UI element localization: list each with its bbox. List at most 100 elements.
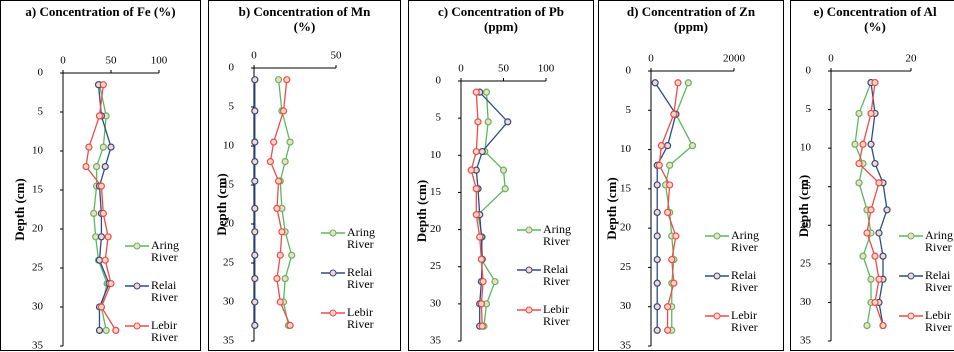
legend-label: Relai River (151, 278, 178, 304)
x-tick-label: 20 (906, 53, 918, 65)
y-tick-label: 30 (32, 301, 44, 313)
y-tick-label: 20 (800, 219, 812, 231)
point (251, 298, 259, 306)
legend-marker (133, 322, 141, 330)
point (653, 232, 661, 240)
series-line (654, 82, 677, 331)
y-tick-label: 15 (223, 179, 235, 191)
point (112, 326, 120, 334)
point (674, 79, 682, 87)
point (863, 229, 871, 237)
point (477, 255, 486, 263)
point (286, 138, 294, 146)
point (653, 279, 661, 287)
point (266, 158, 275, 166)
legend-swatch (705, 272, 729, 280)
point (286, 321, 294, 329)
point (472, 211, 480, 219)
chart-title: b) Concentration of Mn (%) (238, 4, 371, 34)
point (101, 163, 109, 171)
series-line (664, 82, 694, 331)
point (479, 277, 487, 286)
point (92, 163, 101, 171)
plot: 0 20 0 5 10 15 20 25 30 35 Depth (cm) (796, 53, 918, 347)
point (467, 166, 475, 174)
point (251, 204, 259, 212)
legend-swatch (705, 232, 729, 240)
x-tick-label: 2000 (723, 53, 746, 65)
point (851, 140, 859, 148)
point (883, 206, 891, 214)
chart-title: e) Concentration of Al (%) (813, 4, 937, 34)
y-tick-label: 25 (620, 261, 632, 273)
point (104, 233, 112, 241)
point (668, 255, 676, 264)
y-tick-label: 5 (626, 104, 632, 116)
point (474, 118, 482, 126)
point (99, 81, 107, 89)
point (281, 275, 289, 283)
point (871, 78, 879, 87)
point (251, 158, 259, 166)
y-tick-label: 35 (223, 335, 235, 347)
point (859, 140, 867, 148)
legend-label: Lebir River (347, 305, 374, 331)
point (855, 109, 863, 118)
legend-label: Lebir River (151, 318, 178, 344)
point (657, 142, 665, 150)
point (102, 326, 110, 334)
point (283, 76, 291, 84)
legend-swatch (899, 272, 923, 280)
plot: 0 2000 0 5 10 15 20 25 30 35 Depth (cm) (604, 53, 746, 351)
y-tick-label: 35 (620, 340, 632, 351)
point (663, 326, 672, 334)
y-tick-label: 10 (430, 149, 442, 161)
legend-marker (525, 266, 533, 274)
point (688, 142, 697, 150)
chart-panel: c) Concentration of Pb (ppm) 0 50 100 0 5 10 15… (408, 0, 594, 351)
legend-marker (525, 306, 533, 314)
point (501, 185, 509, 193)
legend-marker (713, 272, 721, 280)
point (95, 256, 104, 264)
point (875, 179, 883, 187)
x-tick-label: 50 (331, 50, 343, 62)
y-tick-label: 35 (800, 335, 812, 347)
x-tick-label: 50 (106, 55, 118, 67)
y-tick-label: 10 (620, 143, 632, 155)
y-tick-label: 30 (620, 300, 632, 312)
point (95, 112, 104, 120)
point (670, 110, 678, 118)
point (270, 138, 278, 146)
point (99, 209, 107, 217)
y-axis-label: Depth (cm) (604, 177, 619, 239)
point (477, 300, 486, 308)
point (278, 228, 286, 236)
legend-label: Lebir River (543, 302, 570, 328)
y-tick-label: 5 (436, 112, 442, 124)
point (99, 143, 107, 151)
point (251, 177, 259, 185)
point (879, 252, 887, 260)
point (251, 275, 259, 283)
x-tick-label: 50 (498, 63, 510, 75)
point (107, 280, 115, 288)
point (663, 142, 672, 150)
chart-panel: e) Concentration of Al (%) 0 20 0 5 10 15 20 25 3… (790, 0, 954, 351)
point (281, 158, 289, 166)
legend-swatch (899, 312, 923, 320)
y-tick-label: 30 (430, 297, 442, 309)
legend-swatch (321, 309, 345, 317)
legend-label: Aring River (151, 238, 179, 264)
point (867, 275, 875, 283)
point (274, 76, 283, 84)
point (875, 229, 883, 237)
point (879, 321, 887, 330)
y-tick-label: 0 (38, 67, 44, 79)
point (251, 321, 259, 329)
y-tick-label: 35 (430, 335, 442, 347)
y-tick-label: 20 (223, 218, 235, 230)
series-line (854, 82, 872, 326)
point (666, 181, 674, 189)
y-tick-label: 35 (32, 340, 44, 351)
